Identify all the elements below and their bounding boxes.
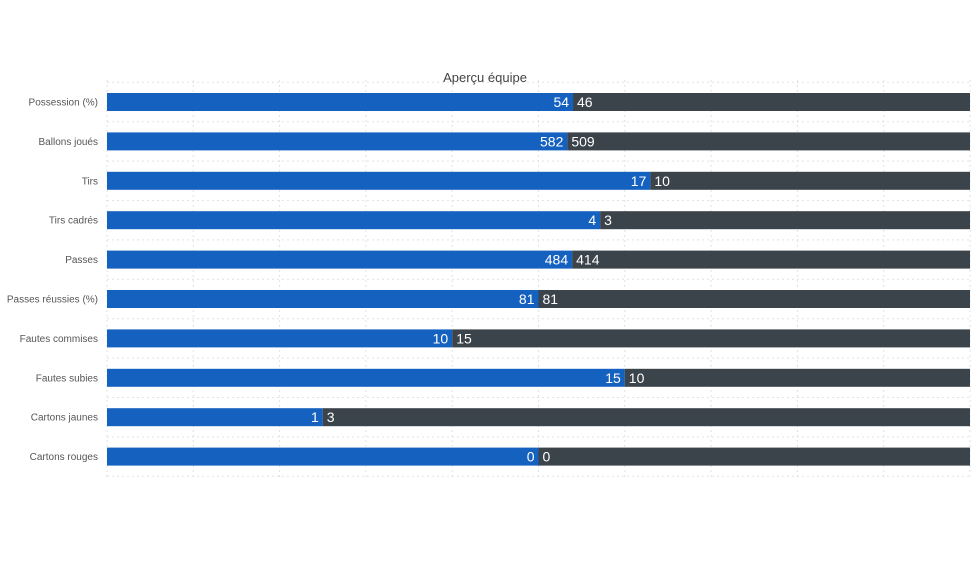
data-label-series-2: 0: [543, 449, 551, 465]
data-label-series-1: 10: [433, 330, 449, 346]
bar-series-1: [107, 329, 453, 348]
category-label: Fautes commises: [20, 334, 98, 345]
data-label-series-2: 10: [629, 370, 645, 386]
bar-row: Possession (%) 54 46: [29, 93, 970, 111]
bar-series-2: [624, 368, 970, 387]
data-label-series-1: 54: [553, 94, 569, 110]
bar-series-1: [107, 408, 323, 427]
data-label-series-2: 509: [571, 133, 595, 149]
category-label: Possession (%): [29, 98, 98, 109]
bar-series-1: [107, 93, 574, 111]
data-label-series-1: 17: [631, 173, 647, 189]
bar-row: Tirs 17 10: [82, 171, 970, 190]
data-label-series-2: 3: [604, 212, 612, 228]
data-label-series-2: 46: [577, 94, 593, 110]
category-label: Fautes subies: [36, 373, 98, 384]
bar-series-1: [107, 211, 601, 230]
bar-series-1: [107, 132, 568, 151]
bar-series-2: [538, 290, 970, 308]
bar-series-2: [572, 250, 970, 269]
bar-row: Passes 484 414: [65, 250, 970, 269]
data-label-series-1: 81: [519, 291, 535, 307]
bar-row: Cartons jaunes 1 3: [31, 408, 970, 427]
bar-series: Possession (%) 54 46 Ballons joués 582 509 Tir…: [7, 93, 970, 466]
data-label-series-1: 4: [588, 212, 596, 228]
category-label: Ballons joués: [39, 137, 98, 148]
category-label: Cartons jaunes: [31, 413, 98, 424]
data-label-series-2: 3: [327, 409, 335, 425]
data-label-series-2: 15: [456, 330, 472, 346]
category-label: Tirs cadrés: [49, 216, 98, 227]
category-label: Passes réussies (%): [7, 295, 98, 306]
bar-series-2: [573, 93, 970, 111]
bar-series-2: [600, 211, 970, 230]
bar-series-1: [107, 290, 539, 308]
bar-series-2: [538, 447, 970, 466]
bar-series-2: [567, 132, 970, 151]
bar-row: Passes réussies (%) 81 81: [7, 290, 970, 308]
bar-series-1: [107, 250, 573, 269]
data-label-series-2: 414: [576, 252, 600, 268]
bar-series-1: [107, 368, 625, 387]
bar-row: Tirs cadrés 4 3: [49, 211, 970, 230]
bar-row: Cartons rouges 0 0: [30, 447, 970, 466]
data-label-series-2: 81: [543, 291, 559, 307]
data-label-series-1: 0: [527, 449, 535, 465]
category-label: Passes: [65, 255, 98, 266]
data-label-series-2: 10: [654, 173, 670, 189]
bar-series-2: [452, 329, 970, 348]
bar-series-1: [107, 171, 651, 190]
data-label-series-1: 484: [545, 252, 569, 268]
data-label-series-1: 1: [311, 409, 319, 425]
category-label: Cartons rouges: [30, 452, 98, 463]
bar-row: Ballons joués 582 509: [39, 132, 970, 151]
data-label-series-1: 582: [540, 133, 564, 149]
category-label: Tirs: [82, 176, 98, 187]
bar-series-2: [650, 171, 970, 190]
bar-series-1: [107, 447, 539, 466]
bar-row: Fautes commises 10 15: [20, 329, 970, 348]
data-label-series-1: 15: [605, 370, 621, 386]
bar-row: Fautes subies 15 10: [36, 368, 970, 387]
bar-series-2: [322, 408, 970, 427]
chart-title: Aperçu équipe: [443, 70, 527, 85]
